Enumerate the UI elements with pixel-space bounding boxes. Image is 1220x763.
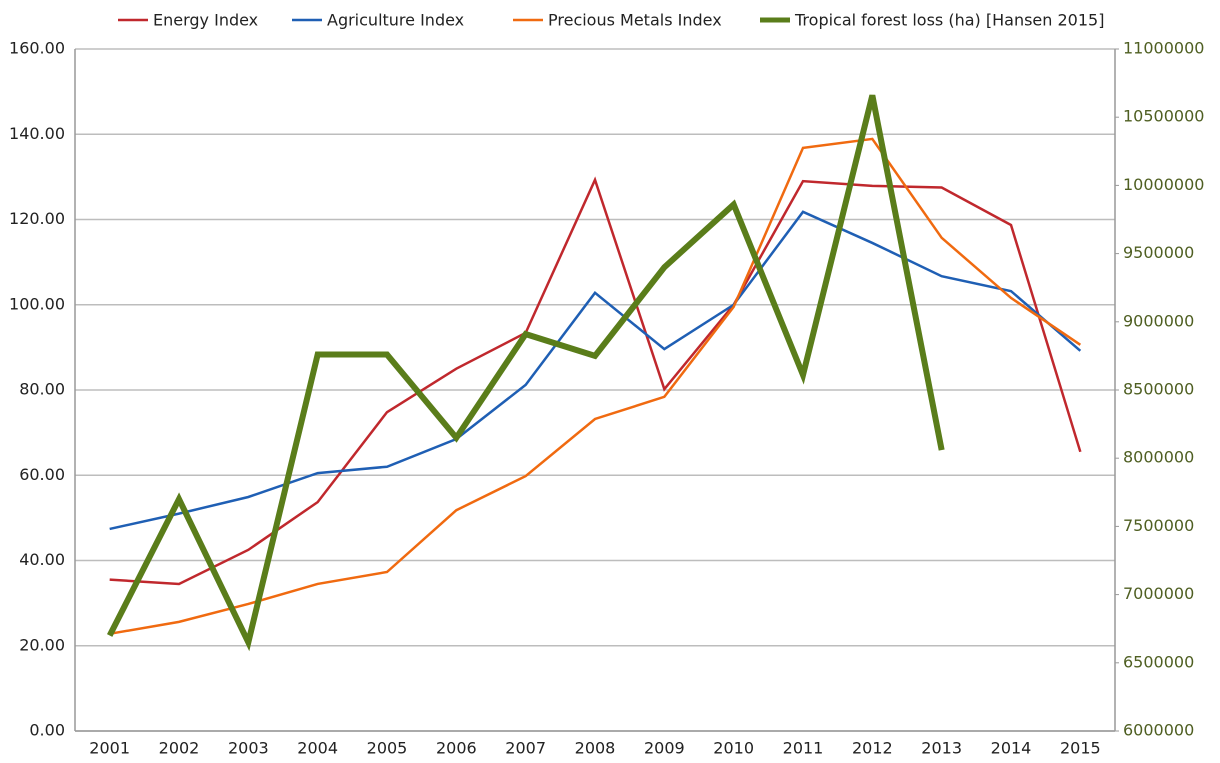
legend-label: Tropical forest loss (ha) [Hansen 2015]: [794, 11, 1104, 30]
legend-label: Energy Index: [153, 11, 258, 30]
x-tick-label: 2007: [505, 739, 546, 758]
y-tick-label: 0.00: [29, 721, 65, 740]
x-tick-label: 2012: [852, 739, 893, 758]
y2-tick-label: 9000000: [1123, 311, 1194, 330]
x-tick-label: 2014: [991, 739, 1032, 758]
x-tick-label: 2005: [367, 739, 408, 758]
x-tick-label: 2011: [783, 739, 824, 758]
y2-tick-label: 10500000: [1123, 107, 1204, 126]
x-tick-label: 2013: [921, 739, 962, 758]
y2-tick-label: 7500000: [1123, 516, 1194, 535]
y2-tick-label: 7000000: [1123, 584, 1194, 603]
series-line: [106, 94, 945, 652]
y-tick-label: 100.00: [9, 294, 65, 313]
y-tick-label: 160.00: [9, 39, 65, 58]
y2-tick-label: 8500000: [1123, 380, 1194, 399]
x-tick-label: 2002: [159, 739, 200, 758]
x-tick-label: 2004: [297, 739, 338, 758]
x-tick-label: 2009: [644, 739, 685, 758]
y2-tick-label: 11000000: [1123, 39, 1204, 58]
y-tick-label: 40.00: [19, 550, 65, 569]
y-tick-label: 80.00: [19, 380, 65, 399]
y2-tick-label: 9500000: [1123, 243, 1194, 262]
y2-tick-label: 8000000: [1123, 448, 1194, 467]
y2-tick-label: 10000000: [1123, 175, 1204, 194]
x-tick-label: 2015: [1060, 739, 1101, 758]
y-tick-label: 140.00: [9, 124, 65, 143]
y-tick-label: 20.00: [19, 635, 65, 654]
series-line: [109, 210, 1082, 531]
legend-label: Precious Metals Index: [548, 11, 722, 30]
y2-tick-label: 6000000: [1123, 721, 1194, 740]
y-tick-label: 60.00: [19, 465, 65, 484]
series-line: [109, 176, 1082, 586]
x-tick-label: 2010: [713, 739, 754, 758]
series-line: [109, 137, 1082, 636]
x-tick-label: 2006: [436, 739, 477, 758]
y2-tick-label: 6500000: [1123, 652, 1194, 671]
legend-label: Agriculture Index: [327, 11, 464, 30]
x-tick-label: 2001: [89, 739, 130, 758]
y-tick-label: 120.00: [9, 209, 65, 228]
x-tick-label: 2003: [228, 739, 269, 758]
x-tick-label: 2008: [575, 739, 616, 758]
